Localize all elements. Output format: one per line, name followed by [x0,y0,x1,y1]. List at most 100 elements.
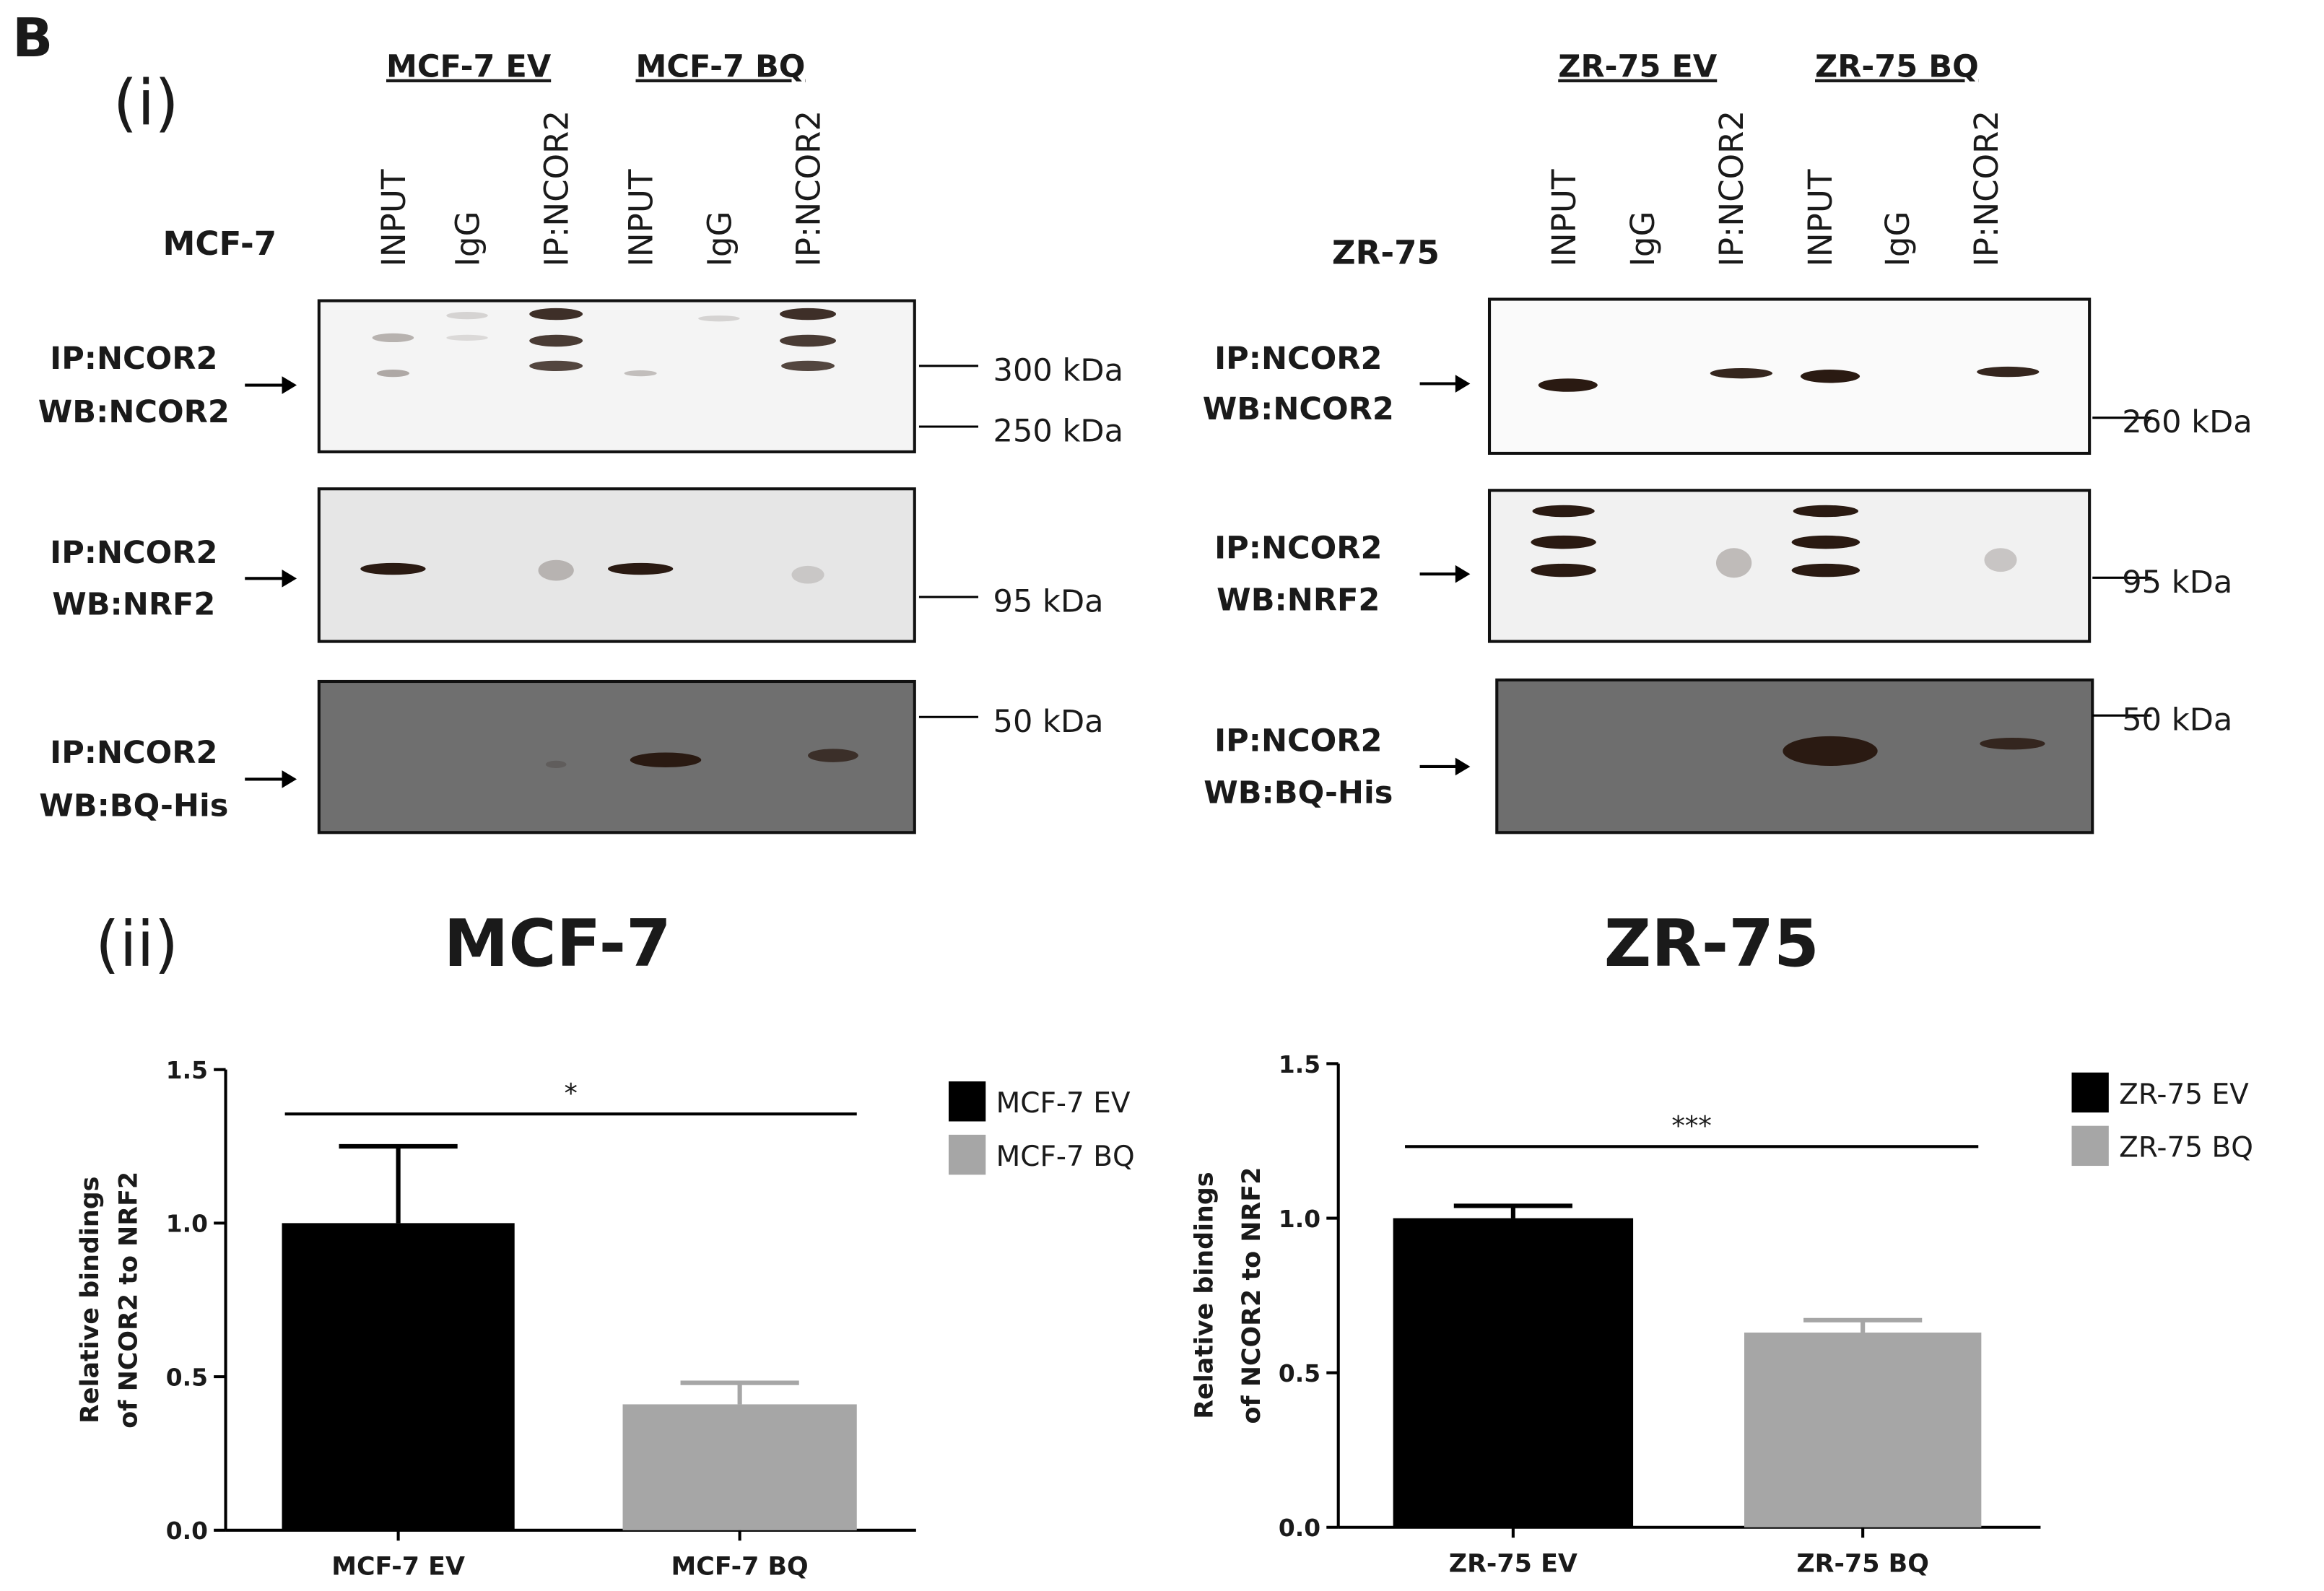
lane-label: IP:NCOR2 [1712,110,1751,267]
y-tick-label: 1.5 [1279,1051,1320,1078]
blot-band [529,308,583,321]
bar [1393,1218,1634,1527]
blot-band [376,370,410,378]
y-axis-label: Relative bindings [76,1177,105,1424]
lane-label: INPUT [622,169,661,266]
arrow-head [282,770,297,788]
arrow-head [1455,375,1471,393]
y-tick-label: 0.5 [1279,1360,1320,1387]
blot-band [630,752,702,768]
blot-band [1984,548,2017,572]
arrow-head [282,570,297,588]
arrow-head [1455,757,1471,776]
blot-band [545,760,567,769]
row-label: WB:NCOR2 [1203,391,1394,427]
row-label: WB:NRF2 [52,587,215,623]
blot-band [781,360,835,372]
marker-label: 50 kDa [2122,702,2232,738]
bar [622,1404,857,1530]
blot-image [317,299,916,453]
cell-line-label: ZR-75 [1332,233,1440,271]
significance-label: *** [1671,1110,1711,1141]
row-label: IP:NCOR2 [50,341,217,377]
blot-band [1793,505,1859,518]
lane-label: IP:NCOR2 [538,110,576,267]
lane-label: IgG [700,211,739,266]
chart-title: ZR-75 [1604,906,1819,982]
blot-band [446,311,488,320]
row-label: WB:BQ-His [39,788,228,824]
marker-label: 95 kDa [993,584,1104,620]
blot-band [538,559,574,581]
blot-band [607,562,674,575]
blot-band [1980,737,2045,750]
marker-label: 50 kDa [993,704,1104,740]
legend-label: ZR-75 EV [2119,1078,2249,1111]
y-tick-label: 0.0 [1279,1514,1320,1542]
y-tick-label: 0.5 [166,1364,208,1391]
legend-label: MCF-7 BQ [996,1141,1135,1173]
row-label: IP:NCOR2 [1214,341,1382,377]
blot-band [1791,563,1860,577]
legend-label: ZR-75 BQ [2119,1132,2253,1164]
row-label: IP:NCOR2 [50,735,217,771]
row-label: IP:NCOR2 [50,535,217,571]
blot-band [1538,378,1598,392]
row-label: IP:NCOR2 [1214,531,1382,567]
legend-label: MCF-7 EV [996,1087,1131,1120]
blot-band [529,360,583,372]
legend-swatch [948,1134,986,1175]
y-tick-label: 0.0 [166,1517,208,1545]
blot-band [808,749,858,762]
lane-label: INPUT [375,169,413,266]
group-label: MCF-7 BQ [636,49,806,85]
blot-image [1487,489,2092,643]
section-label: (i) [113,67,179,139]
chart-title: MCF-7 [444,906,671,982]
blot-band [1977,366,2040,378]
blot-band [780,334,837,347]
legend-swatch [2071,1072,2109,1113]
blot-band [1532,505,1595,518]
blot-band [1716,548,1752,578]
lane-label: INPUT [1801,169,1840,266]
blot-band [791,565,824,584]
marker-label: 250 kDa [993,414,1123,450]
significance-label: * [564,1078,577,1109]
blot-band [1531,535,1596,549]
blot-band [372,333,414,343]
x-tick-label: ZR-75 EV [1449,1549,1577,1578]
blot-image [1487,297,2092,455]
x-tick-label: MCF-7 BQ [671,1552,809,1581]
blot-band [780,308,837,321]
blot-band [1791,535,1860,549]
x-tick-label: ZR-75 BQ [1796,1549,1929,1578]
blot-band [446,334,488,341]
panel-label: B [12,7,53,69]
row-label: WB:NRF2 [1217,582,1380,618]
bar [282,1223,515,1530]
lane-label: INPUT [1545,169,1583,266]
y-axis-label: of NCOR2 to NRF2 [1237,1167,1266,1424]
y-axis-label: of NCOR2 to NRF2 [114,1172,143,1429]
blot-band [1800,370,1860,383]
blot-band [1783,736,1878,766]
arrow-head [1455,565,1471,583]
group-label: ZR-75 BQ [1815,49,1979,85]
y-tick-label: 1.5 [166,1057,208,1084]
marker-label: 95 kDa [2122,565,2232,601]
y-axis-label: Relative bindings [1190,1172,1219,1418]
marker-label: 300 kDa [993,352,1123,388]
group-label: MCF-7 EV [386,49,552,85]
lane-label: IP:NCOR2 [789,110,827,267]
blot-band [529,334,583,347]
legend-swatch [948,1081,986,1122]
y-tick-label: 1.0 [166,1211,208,1238]
blot-band [698,315,740,322]
y-tick-label: 1.0 [1279,1206,1320,1233]
blot-band [1531,563,1596,577]
section-label: (ii) [95,909,178,981]
blot-band [624,370,657,377]
